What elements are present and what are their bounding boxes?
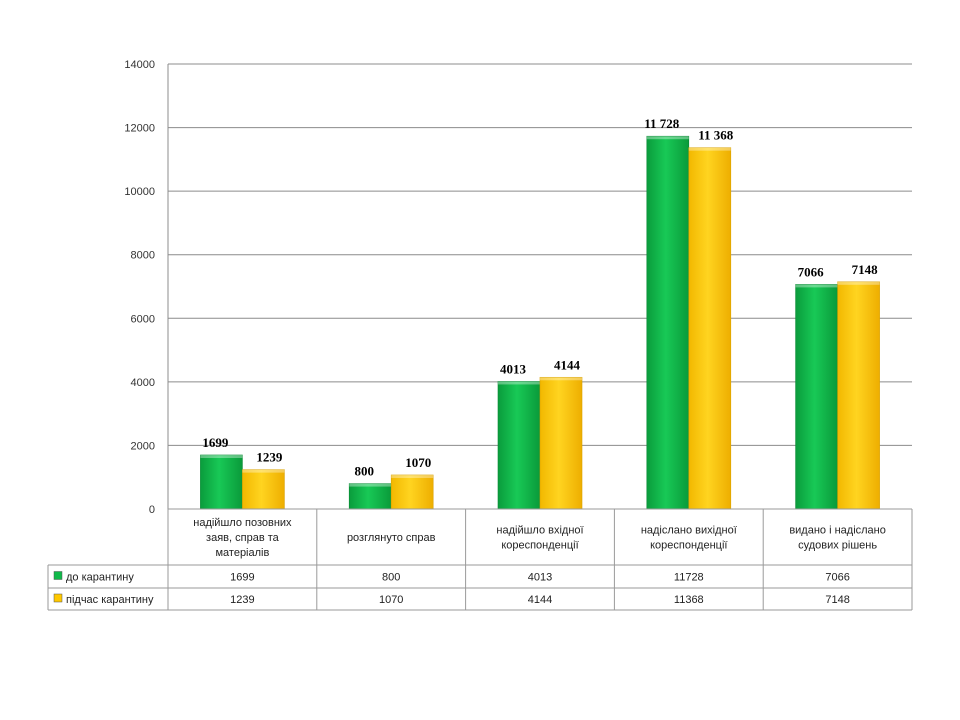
y-tick-label: 8000 (131, 250, 155, 262)
table-cell: 800 (382, 572, 400, 584)
bars (200, 135, 880, 510)
y-tick-label: 4000 (131, 377, 155, 389)
table-cell: 4144 (528, 594, 552, 606)
bar-top-highlight (391, 474, 434, 478)
bar (795, 284, 838, 510)
bar-top-highlight (540, 377, 582, 381)
data-label: 4013 (500, 361, 527, 376)
table-cell: 1699 (230, 572, 254, 584)
table-cell: 7148 (825, 594, 849, 606)
legend-label: до карантину (66, 572, 134, 584)
bar (390, 474, 434, 510)
y-axis-ticks: 0 2000 4000 6000 8000 10000 12000 14000 (124, 59, 155, 516)
category-label: надійшло вхідної (496, 525, 583, 537)
data-label: 7066 (798, 264, 825, 279)
bar (242, 469, 285, 510)
category-label: кореспонденції (650, 540, 727, 552)
table-cell: 11368 (674, 594, 704, 606)
bar-top-highlight (498, 381, 540, 385)
table-cell: 1239 (230, 594, 254, 606)
bar-top-highlight (242, 469, 285, 473)
y-tick-label: 12000 (124, 123, 155, 135)
bar-top-highlight (200, 454, 243, 458)
bar (200, 454, 243, 510)
data-label: 1699 (202, 435, 229, 450)
legend-key (53, 593, 63, 603)
y-tick-label: 6000 (131, 313, 155, 325)
y-tick-label: 10000 (124, 186, 155, 198)
y-tick-label: 0 (149, 504, 155, 516)
table-cell: 1070 (379, 594, 403, 606)
bar (646, 135, 690, 510)
category-label: заяв, справ та (206, 532, 280, 544)
data-labels: 1699 800 4013 11 728 7066 1239 1070 4144 11 368 7… (202, 116, 878, 478)
bar (539, 376, 583, 510)
data-label: 11 368 (698, 128, 734, 143)
y-tick-label: 14000 (124, 59, 155, 71)
bar (497, 381, 541, 510)
category-label: кореспонденції (501, 540, 578, 552)
gridlines (167, 63, 912, 509)
data-label: 800 (354, 464, 374, 479)
data-label: 1239 (256, 450, 283, 465)
category-label: надійшло позовних (193, 517, 292, 529)
bar-top-highlight (349, 483, 392, 487)
bar (688, 147, 732, 510)
category-label: надіслано вихідної (641, 525, 737, 537)
data-label: 4144 (554, 357, 581, 372)
data-label: 1070 (405, 455, 431, 470)
bar-top-highlight (795, 284, 838, 288)
data-label: 11 728 (644, 116, 680, 131)
y-tick-label: 2000 (131, 440, 155, 452)
bar (348, 483, 392, 510)
category-label: розглянуто справ (347, 532, 436, 544)
data-label: 7148 (852, 262, 879, 277)
data-table: надійшло позовних заяв, справ та матеріалі… (47, 508, 913, 611)
category-label: судових рішень (798, 540, 877, 552)
legend-key (53, 571, 63, 580)
table-cell: 11728 (674, 572, 704, 584)
bar-top-highlight (837, 281, 880, 285)
category-label: матеріалів (215, 547, 269, 559)
table-cell: 4013 (528, 572, 552, 584)
category-label: видано і надіслано (789, 525, 886, 537)
bar (837, 281, 880, 510)
bar-top-highlight (646, 136, 689, 140)
legend-label: підчас карантину (66, 594, 154, 606)
bar-top-highlight (688, 147, 731, 151)
table-cell: 7066 (825, 572, 849, 584)
